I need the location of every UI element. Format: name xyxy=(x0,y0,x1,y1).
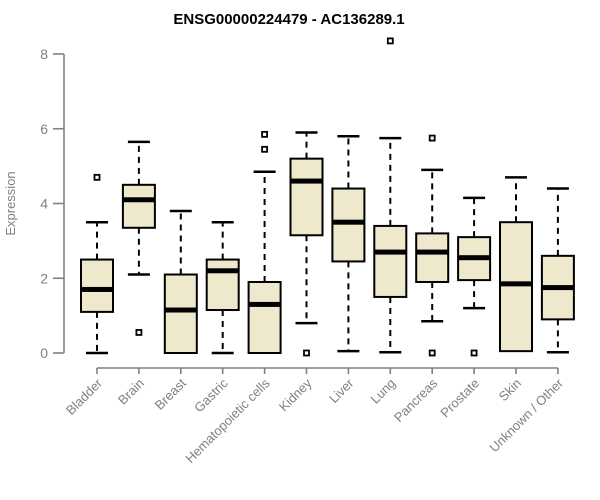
iqr-box xyxy=(121,183,156,229)
x-tick-label: Kidney xyxy=(276,375,315,414)
iqr-box xyxy=(499,221,533,353)
median-line xyxy=(248,301,281,307)
outlier-point xyxy=(93,173,101,181)
outlier-point xyxy=(428,134,436,142)
x-tick-label: Unknown / Other xyxy=(486,375,566,455)
outlier-point xyxy=(135,329,143,336)
box-group-prostate xyxy=(457,196,492,357)
chart-title: ENSG00000224479 - AC136289.1 xyxy=(173,11,405,28)
y-tick-label: 4 xyxy=(40,196,48,212)
x-tick-label: Liver xyxy=(326,375,357,406)
x-tick-label: Skin xyxy=(496,376,524,404)
median-line xyxy=(81,286,113,292)
outlier-point xyxy=(303,349,310,357)
outlier-point xyxy=(386,37,394,45)
y-tick-label: 6 xyxy=(40,121,48,137)
iqr-box xyxy=(373,224,408,298)
box-group-liver xyxy=(331,134,366,353)
outlier-point xyxy=(261,130,269,138)
box-group-breast xyxy=(163,209,198,355)
median-line xyxy=(458,255,491,261)
x-tick-label: Prostate xyxy=(437,376,482,421)
iqr-box xyxy=(205,258,240,312)
outlier-point xyxy=(470,349,478,357)
outlier-point xyxy=(428,349,436,357)
y-axis-label: Expression xyxy=(3,171,18,235)
box-group-lung xyxy=(373,37,408,354)
y-tick-label: 0 xyxy=(40,345,48,361)
iqr-box xyxy=(163,273,198,355)
x-tick-label: Bladder xyxy=(63,375,106,418)
x-tick-label: Pancreas xyxy=(391,375,441,425)
x-tick-label: Lung xyxy=(367,376,398,407)
median-line xyxy=(541,285,574,291)
y-tick-label: 2 xyxy=(40,270,48,286)
box-group-pancreas xyxy=(415,134,450,357)
median-line xyxy=(500,281,532,287)
box-group-brain xyxy=(121,140,156,336)
median-line xyxy=(122,197,155,203)
median-line xyxy=(290,178,323,184)
iqr-box xyxy=(247,280,282,354)
box-group-kidney xyxy=(289,131,324,357)
median-line xyxy=(164,307,197,313)
y-tick-label: 8 xyxy=(40,46,48,62)
box-group-unknown-other xyxy=(540,187,575,354)
box-group-bladder xyxy=(80,173,114,355)
x-tick-label: Breast xyxy=(152,375,189,412)
iqr-box xyxy=(415,232,450,283)
iqr-box xyxy=(331,187,366,263)
box-group-hematopoietic-cells xyxy=(247,130,282,354)
box-group-skin xyxy=(499,176,533,353)
iqr-box xyxy=(289,157,324,237)
median-line xyxy=(374,249,407,255)
median-line xyxy=(206,268,239,274)
box-group-gastric xyxy=(205,220,240,355)
iqr-box xyxy=(80,258,114,313)
x-tick-label: Gastric xyxy=(191,375,231,415)
median-line xyxy=(416,249,449,255)
outlier-point xyxy=(261,145,269,153)
median-line xyxy=(332,219,365,225)
x-tick-label: Brain xyxy=(115,376,147,408)
